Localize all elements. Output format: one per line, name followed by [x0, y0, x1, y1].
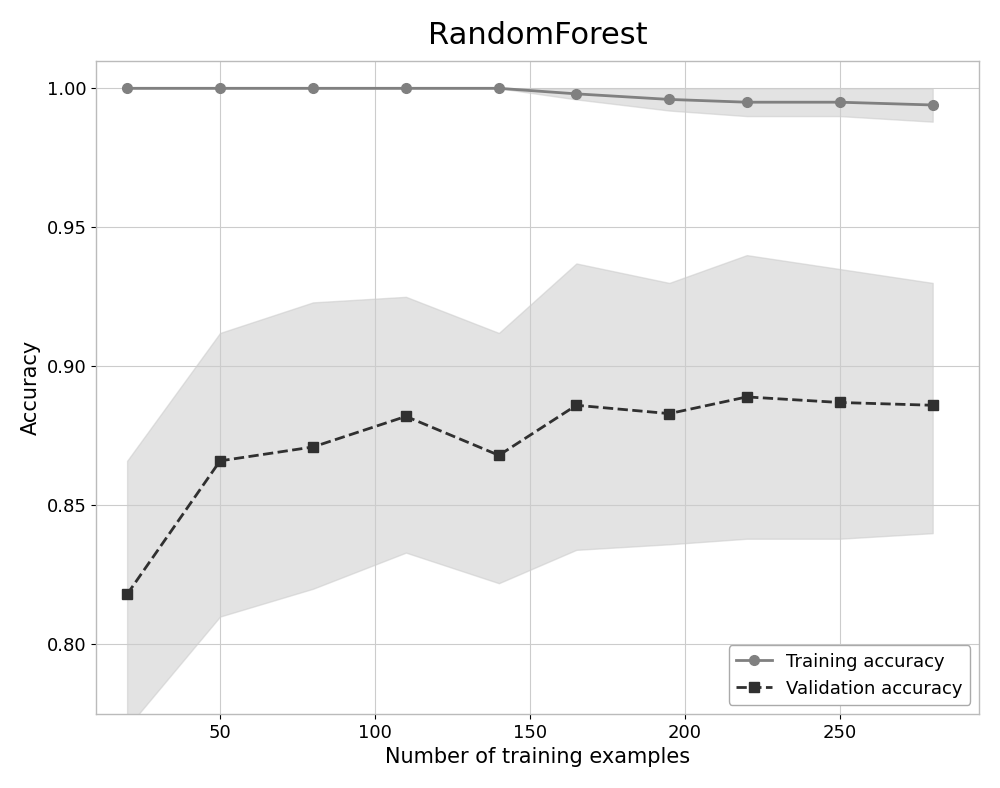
Training accuracy [493, 84, 505, 93]
Title: RandomForest: RandomForest [428, 20, 647, 50]
Validation accuracy [741, 392, 753, 402]
Validation accuracy [307, 442, 319, 452]
Training accuracy [570, 89, 582, 98]
Line: Training accuracy: Training accuracy [122, 84, 938, 110]
Training accuracy [307, 84, 319, 93]
Validation accuracy [834, 398, 846, 407]
Validation accuracy [121, 589, 133, 599]
Training accuracy [400, 84, 412, 93]
Training accuracy [834, 98, 846, 107]
Validation accuracy [400, 411, 412, 421]
Validation accuracy [927, 400, 939, 410]
Validation accuracy [570, 400, 582, 410]
Validation accuracy [663, 409, 675, 418]
Y-axis label: Accuracy: Accuracy [21, 340, 41, 435]
Validation accuracy [214, 456, 226, 466]
Training accuracy [663, 95, 675, 104]
X-axis label: Number of training examples: Number of training examples [385, 747, 690, 768]
Legend: Training accuracy, Validation accuracy: Training accuracy, Validation accuracy [729, 645, 970, 704]
Training accuracy [741, 98, 753, 107]
Validation accuracy [493, 451, 505, 460]
Line: Validation accuracy: Validation accuracy [122, 392, 938, 599]
Training accuracy [927, 100, 939, 110]
Training accuracy [214, 84, 226, 93]
Training accuracy [121, 84, 133, 93]
